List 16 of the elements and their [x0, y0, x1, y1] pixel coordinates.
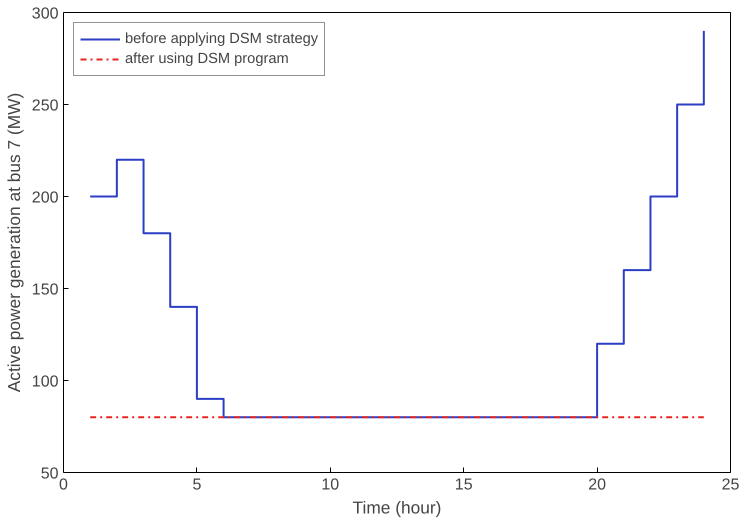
y-tick-label: 250 — [32, 98, 59, 114]
x-tick-label: 20 — [588, 476, 606, 494]
y-tick-label: 300 — [32, 6, 59, 22]
legend-label: before applying DSM strategy — [125, 31, 318, 47]
y-tick-label: 50 — [40, 466, 59, 482]
y-tick-label: 200 — [32, 190, 59, 206]
x-tick-label: 5 — [192, 476, 202, 494]
x-tick-label: 25 — [722, 476, 740, 494]
x-axis-title: Time (hour) — [352, 498, 442, 518]
y-tick-label: 150 — [32, 282, 59, 298]
x-tick-label: 15 — [454, 476, 473, 494]
x-tick-label: 0 — [59, 476, 68, 494]
legend-label: after using DSM program — [125, 51, 289, 67]
y-axis-title: Active power generation at bus 7 (MW) — [4, 92, 24, 392]
x-tick-label: 10 — [321, 476, 340, 494]
y-tick-label: 100 — [32, 374, 59, 390]
